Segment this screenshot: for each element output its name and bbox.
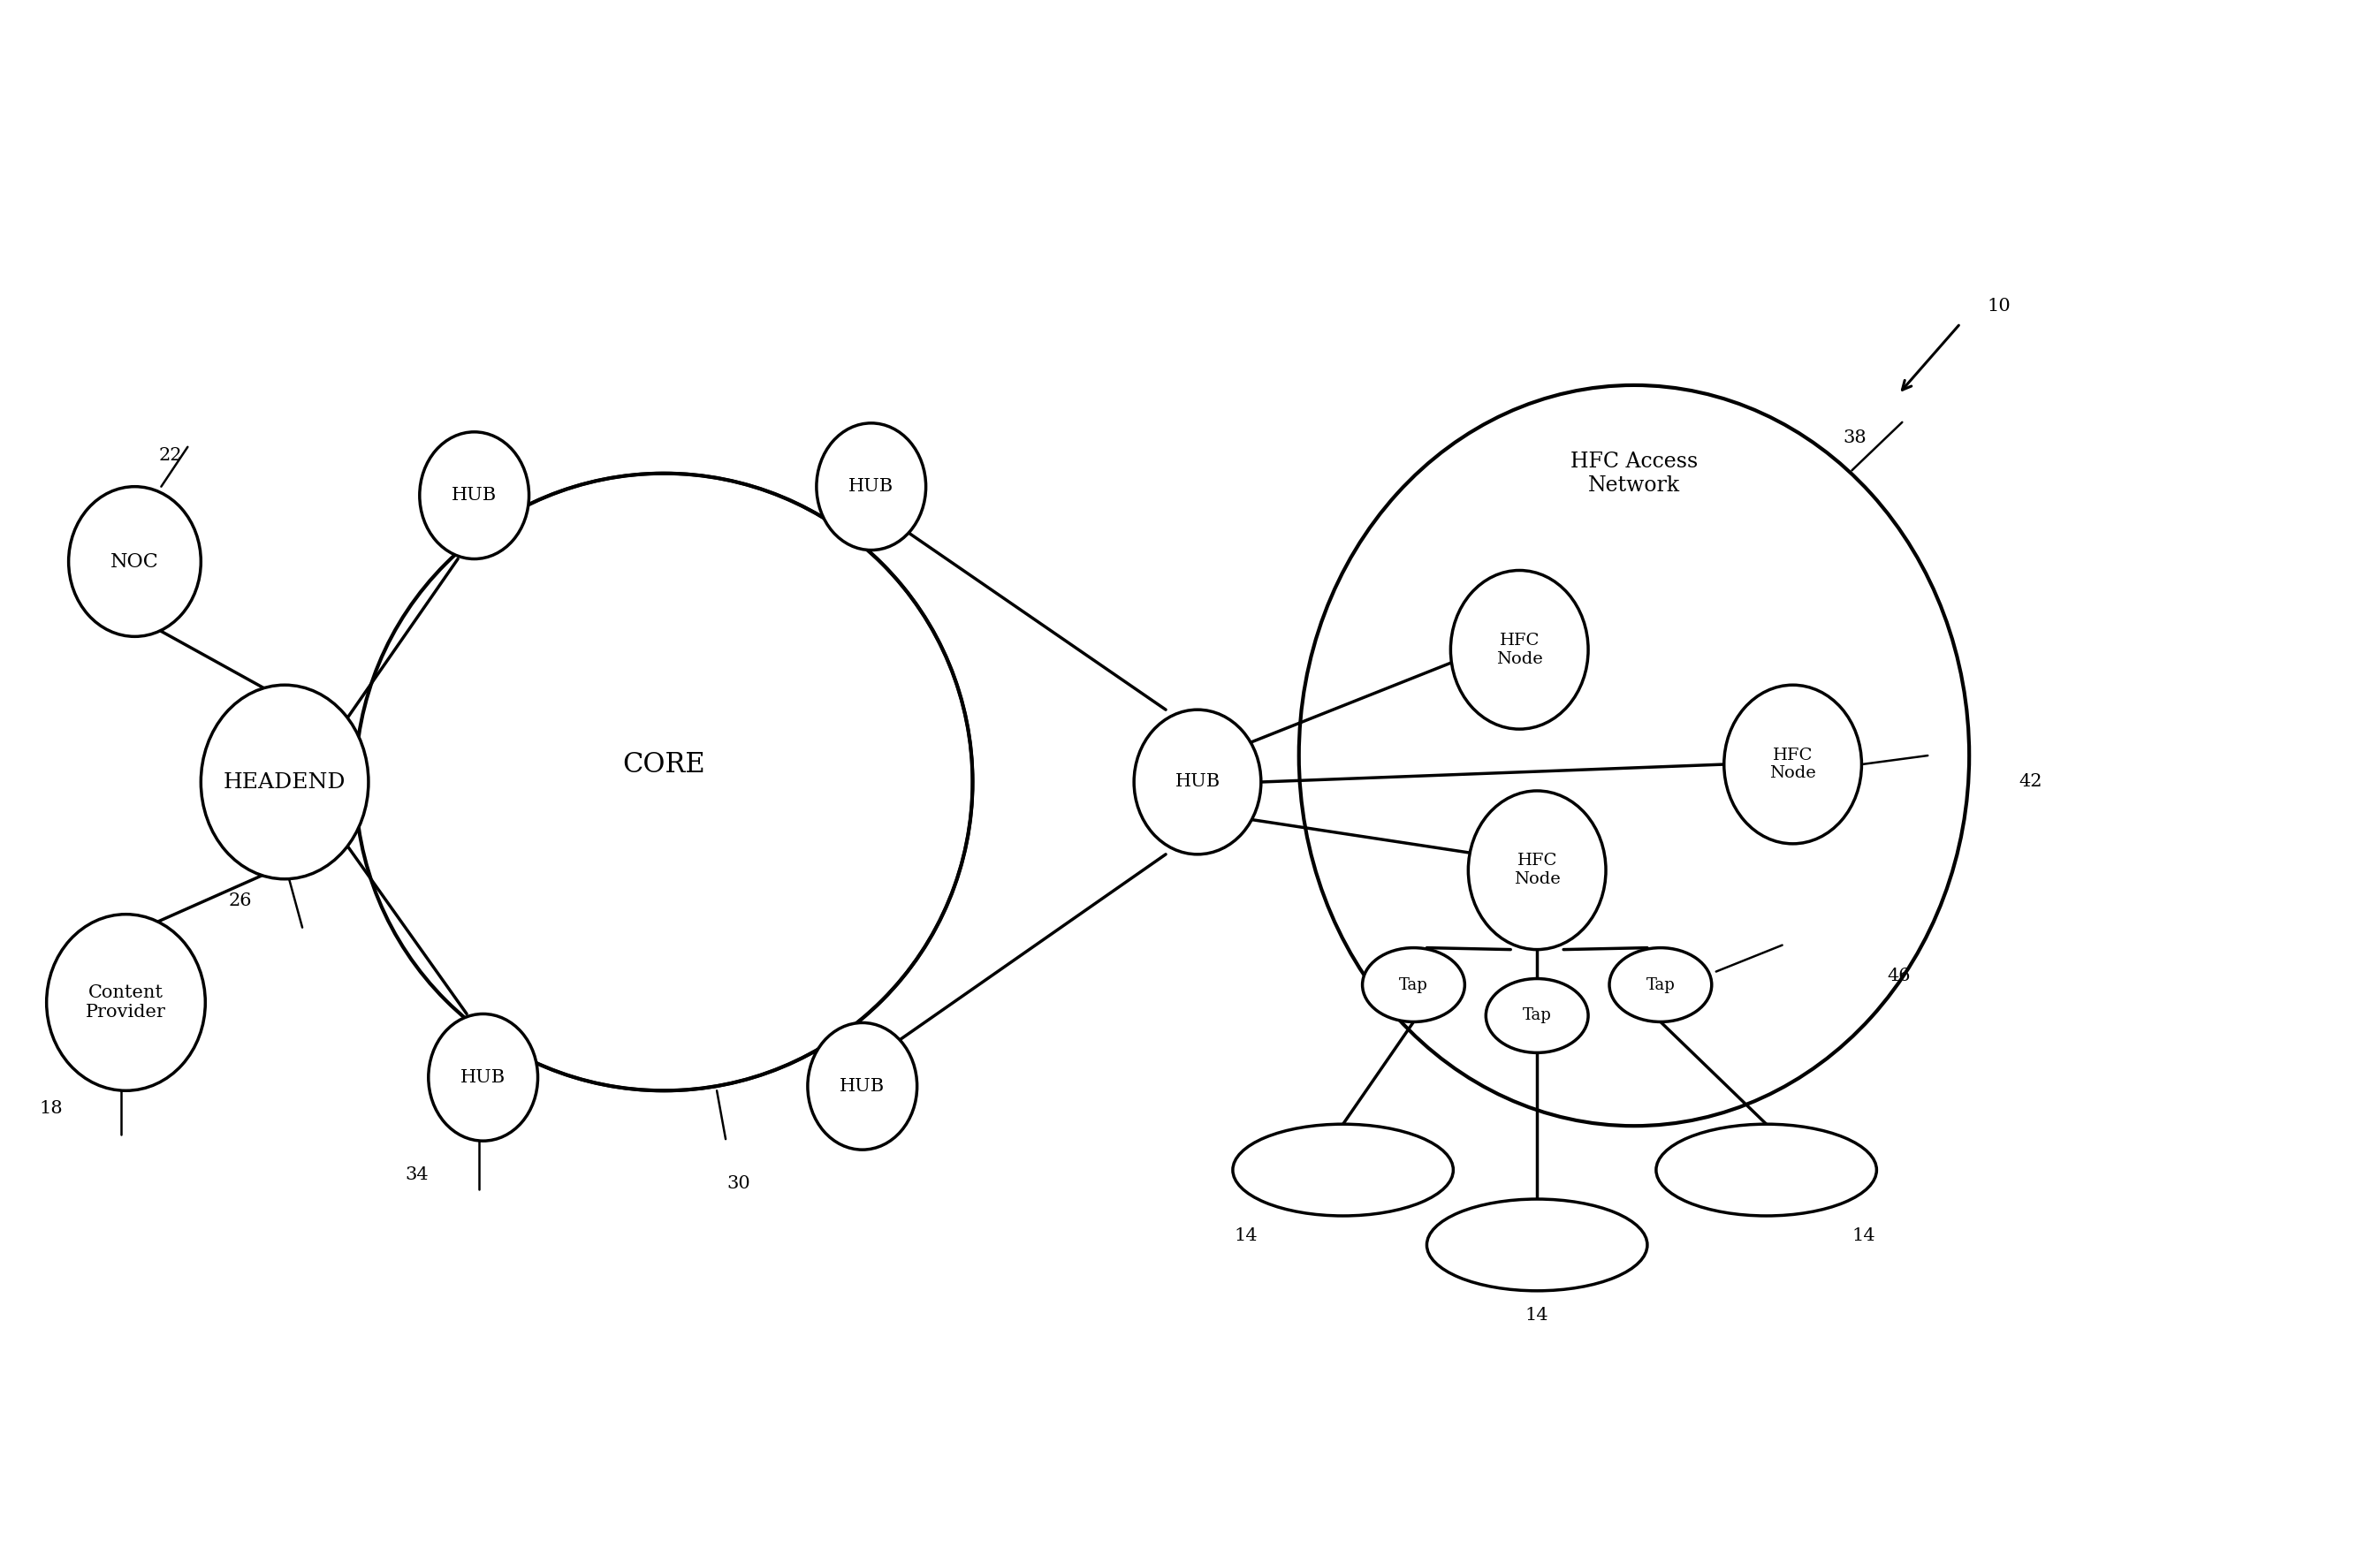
Text: NOC: NOC	[109, 552, 159, 571]
Text: HUB: HUB	[459, 1070, 505, 1085]
Circle shape	[355, 474, 973, 1090]
Ellipse shape	[428, 1013, 538, 1140]
Text: 14: 14	[1852, 1228, 1875, 1245]
Text: Tap: Tap	[1399, 978, 1428, 993]
Ellipse shape	[1723, 685, 1861, 843]
Text: 18: 18	[38, 1099, 62, 1117]
Ellipse shape	[1452, 571, 1587, 729]
Ellipse shape	[816, 424, 926, 551]
Text: Content
Provider: Content Provider	[86, 984, 167, 1021]
Text: HEADEND: HEADEND	[224, 773, 345, 791]
Text: HUB: HUB	[850, 479, 895, 494]
Text: 30: 30	[726, 1175, 750, 1192]
Text: 14: 14	[1235, 1228, 1257, 1245]
Text: 26: 26	[228, 893, 252, 909]
Ellipse shape	[807, 1023, 916, 1150]
Text: 34: 34	[405, 1167, 428, 1182]
Text: HFC Access
Network: HFC Access Network	[1571, 452, 1697, 496]
Text: 14: 14	[1526, 1308, 1549, 1323]
Text: HFC
Node: HFC Node	[1768, 748, 1816, 782]
Ellipse shape	[1656, 1125, 1875, 1215]
Ellipse shape	[1299, 385, 1968, 1126]
Ellipse shape	[1485, 979, 1587, 1053]
Text: HFC
Node: HFC Node	[1514, 852, 1561, 887]
Ellipse shape	[419, 432, 528, 558]
Text: 42: 42	[2018, 774, 2042, 790]
Text: Tap: Tap	[1647, 978, 1676, 993]
Ellipse shape	[1233, 1125, 1454, 1215]
Ellipse shape	[200, 685, 369, 879]
Ellipse shape	[1133, 710, 1261, 854]
Ellipse shape	[1426, 1200, 1647, 1290]
Text: HUB: HUB	[452, 486, 497, 504]
Text: 22: 22	[159, 447, 181, 465]
Ellipse shape	[48, 915, 205, 1090]
Text: Tap: Tap	[1523, 1007, 1552, 1023]
Ellipse shape	[1361, 948, 1464, 1021]
Text: 38: 38	[1842, 430, 1866, 446]
Text: HFC
Node: HFC Node	[1497, 632, 1542, 666]
Ellipse shape	[69, 486, 200, 637]
Text: 46: 46	[1887, 968, 1911, 984]
Text: HUB: HUB	[1176, 774, 1221, 790]
Text: CORE: CORE	[624, 751, 704, 777]
Text: HUB: HUB	[840, 1078, 885, 1095]
Ellipse shape	[1468, 791, 1606, 949]
Text: 10: 10	[1987, 297, 2011, 314]
Ellipse shape	[1609, 948, 1711, 1021]
